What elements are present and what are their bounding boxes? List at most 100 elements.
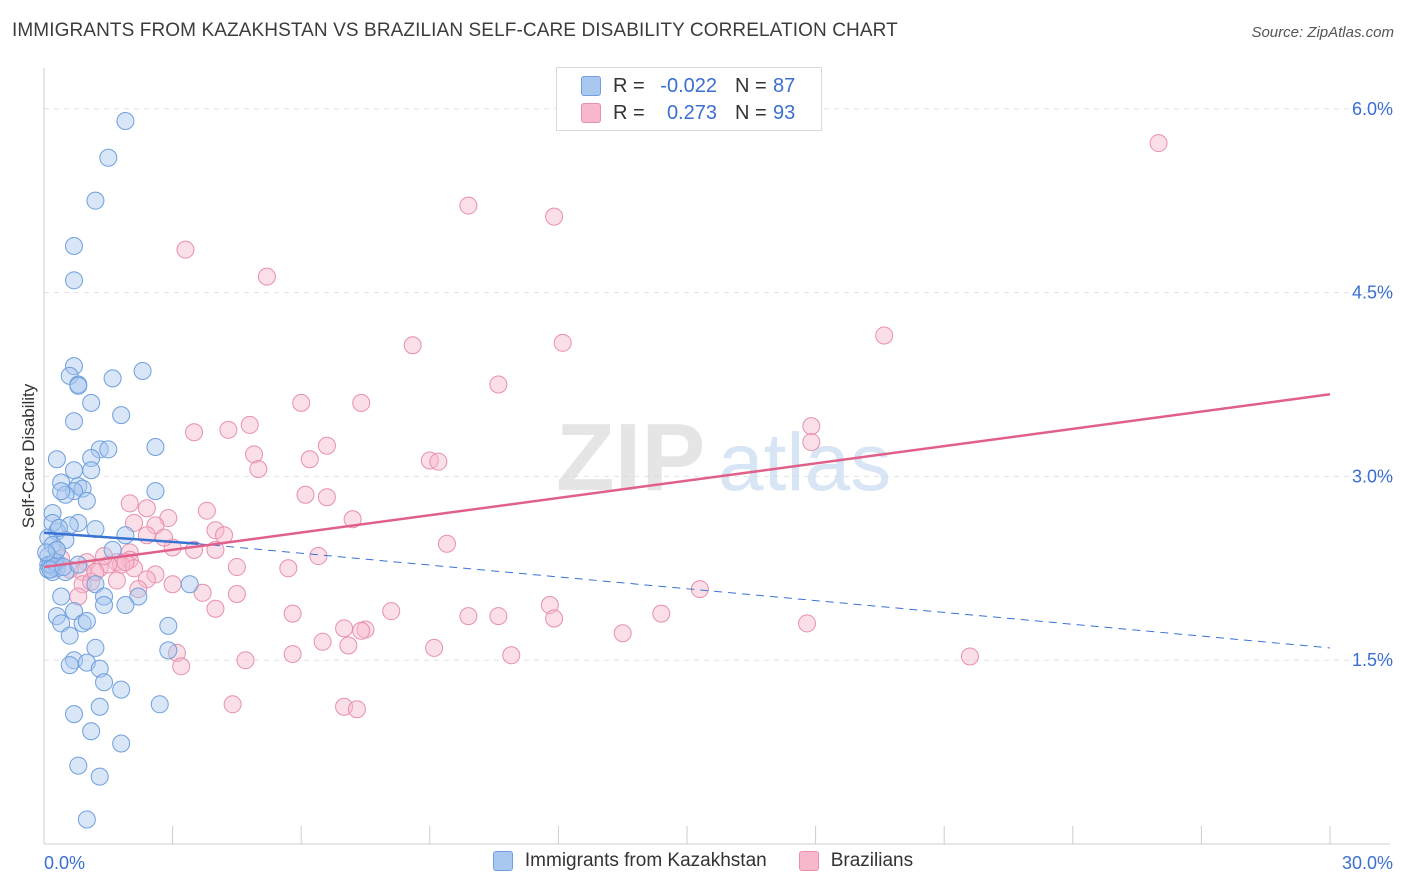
data-point xyxy=(86,638,105,657)
data-point xyxy=(352,621,371,640)
data-point xyxy=(116,526,135,545)
r-value: 0.273 xyxy=(666,101,717,124)
data-point xyxy=(82,449,101,467)
y-tick-label: 3.0% xyxy=(1352,466,1393,486)
data-point xyxy=(133,361,152,380)
legend-swatch-pink xyxy=(581,103,601,123)
legend-row-brazilians: R = 0.273 N = 93 xyxy=(581,100,795,126)
data-point xyxy=(77,611,96,630)
data-point xyxy=(60,656,79,675)
data-point xyxy=(798,614,817,633)
legend-item-kazakhstan[interactable]: Immigrants from Kazakhstan xyxy=(492,850,767,872)
data-point xyxy=(69,555,88,574)
data-point xyxy=(116,112,135,131)
data-point xyxy=(502,646,521,665)
data-point xyxy=(403,336,422,355)
data-point xyxy=(99,440,118,459)
n-label: N = xyxy=(735,74,767,97)
data-point xyxy=(82,393,101,412)
y-tick-label: 6.0% xyxy=(1352,99,1393,119)
data-point xyxy=(425,638,444,657)
x-tick-label: 0.0% xyxy=(44,853,85,873)
data-point xyxy=(339,636,358,655)
chart-title: IMMIGRANTS FROM KAZAKHSTAN VS BRAZILIAN … xyxy=(12,20,898,41)
data-point xyxy=(553,333,572,352)
data-point xyxy=(65,482,84,501)
data-point xyxy=(309,547,328,566)
data-point xyxy=(82,461,101,480)
y-tick-label: 4.5% xyxy=(1352,283,1393,303)
data-point xyxy=(129,587,148,606)
data-point xyxy=(185,423,204,442)
correlation-legend: R = -0.022 N = 87 R = 0.273 N = 93 xyxy=(556,67,822,131)
data-point xyxy=(90,767,109,786)
data-point xyxy=(219,420,238,439)
data-point xyxy=(103,369,122,388)
data-point xyxy=(317,488,336,507)
legend-label: Brazilians xyxy=(830,850,914,871)
data-point xyxy=(159,641,178,660)
trend-line-kazakhstan-dashed xyxy=(198,543,1331,649)
series-kazakhstan xyxy=(37,112,199,829)
data-point xyxy=(300,450,319,469)
data-point xyxy=(313,632,332,651)
data-point xyxy=(37,543,56,562)
data-point xyxy=(155,528,174,547)
data-point xyxy=(107,571,126,590)
tick-labels: 1.5% 3.0% 4.5% 6.0% 0.0% 30.0% xyxy=(44,99,1393,873)
data-point xyxy=(86,191,105,210)
data-point xyxy=(352,393,371,412)
data-point xyxy=(875,326,894,345)
legend-swatch-pink xyxy=(798,851,819,871)
data-point xyxy=(65,412,84,431)
data-point xyxy=(90,659,109,678)
data-point xyxy=(613,624,632,643)
data-point xyxy=(116,596,135,615)
data-point xyxy=(223,695,242,714)
data-point xyxy=(296,485,315,504)
data-point xyxy=(245,445,264,464)
data-point xyxy=(95,673,114,692)
data-point xyxy=(343,510,362,529)
watermark-zip: ZIP xyxy=(556,404,705,511)
data-point xyxy=(54,558,73,577)
data-point xyxy=(227,585,246,604)
legend-item-brazilians[interactable]: Brazilians xyxy=(798,850,914,872)
data-point xyxy=(257,267,276,286)
r-value: -0.022 xyxy=(660,74,717,97)
data-point xyxy=(180,575,199,594)
data-point xyxy=(65,705,84,724)
data-point xyxy=(335,619,354,638)
data-point xyxy=(146,437,165,456)
trend-line-kazakhstan xyxy=(43,531,199,546)
watermark-atlas: atlas xyxy=(718,417,891,508)
data-point xyxy=(545,207,564,226)
data-point xyxy=(125,513,144,532)
data-point xyxy=(77,491,96,510)
data-point xyxy=(47,450,66,469)
data-point xyxy=(317,436,336,455)
n-value: 93 xyxy=(773,101,796,124)
data-point xyxy=(86,575,105,594)
data-point xyxy=(429,452,448,471)
data-point xyxy=(120,494,139,513)
y-tick-label: 1.5% xyxy=(1352,650,1393,670)
data-point xyxy=(545,609,564,628)
data-point xyxy=(69,376,88,395)
data-point xyxy=(47,540,66,559)
legend-label: Immigrants from Kazakhstan xyxy=(524,850,767,871)
data-point xyxy=(172,657,191,676)
data-point xyxy=(129,580,148,599)
series-brazilians xyxy=(52,134,1168,719)
data-point xyxy=(52,587,71,606)
data-point xyxy=(86,562,105,581)
data-point xyxy=(489,375,508,394)
series-legend: Immigrants from Kazakhstan Brazilians xyxy=(0,850,1406,872)
data-point xyxy=(279,559,298,578)
data-point xyxy=(82,722,101,741)
n-value: 87 xyxy=(773,74,796,97)
data-point xyxy=(802,433,821,452)
trend-lines xyxy=(43,393,1331,649)
r-label: R = xyxy=(613,74,645,97)
data-point xyxy=(206,599,225,618)
